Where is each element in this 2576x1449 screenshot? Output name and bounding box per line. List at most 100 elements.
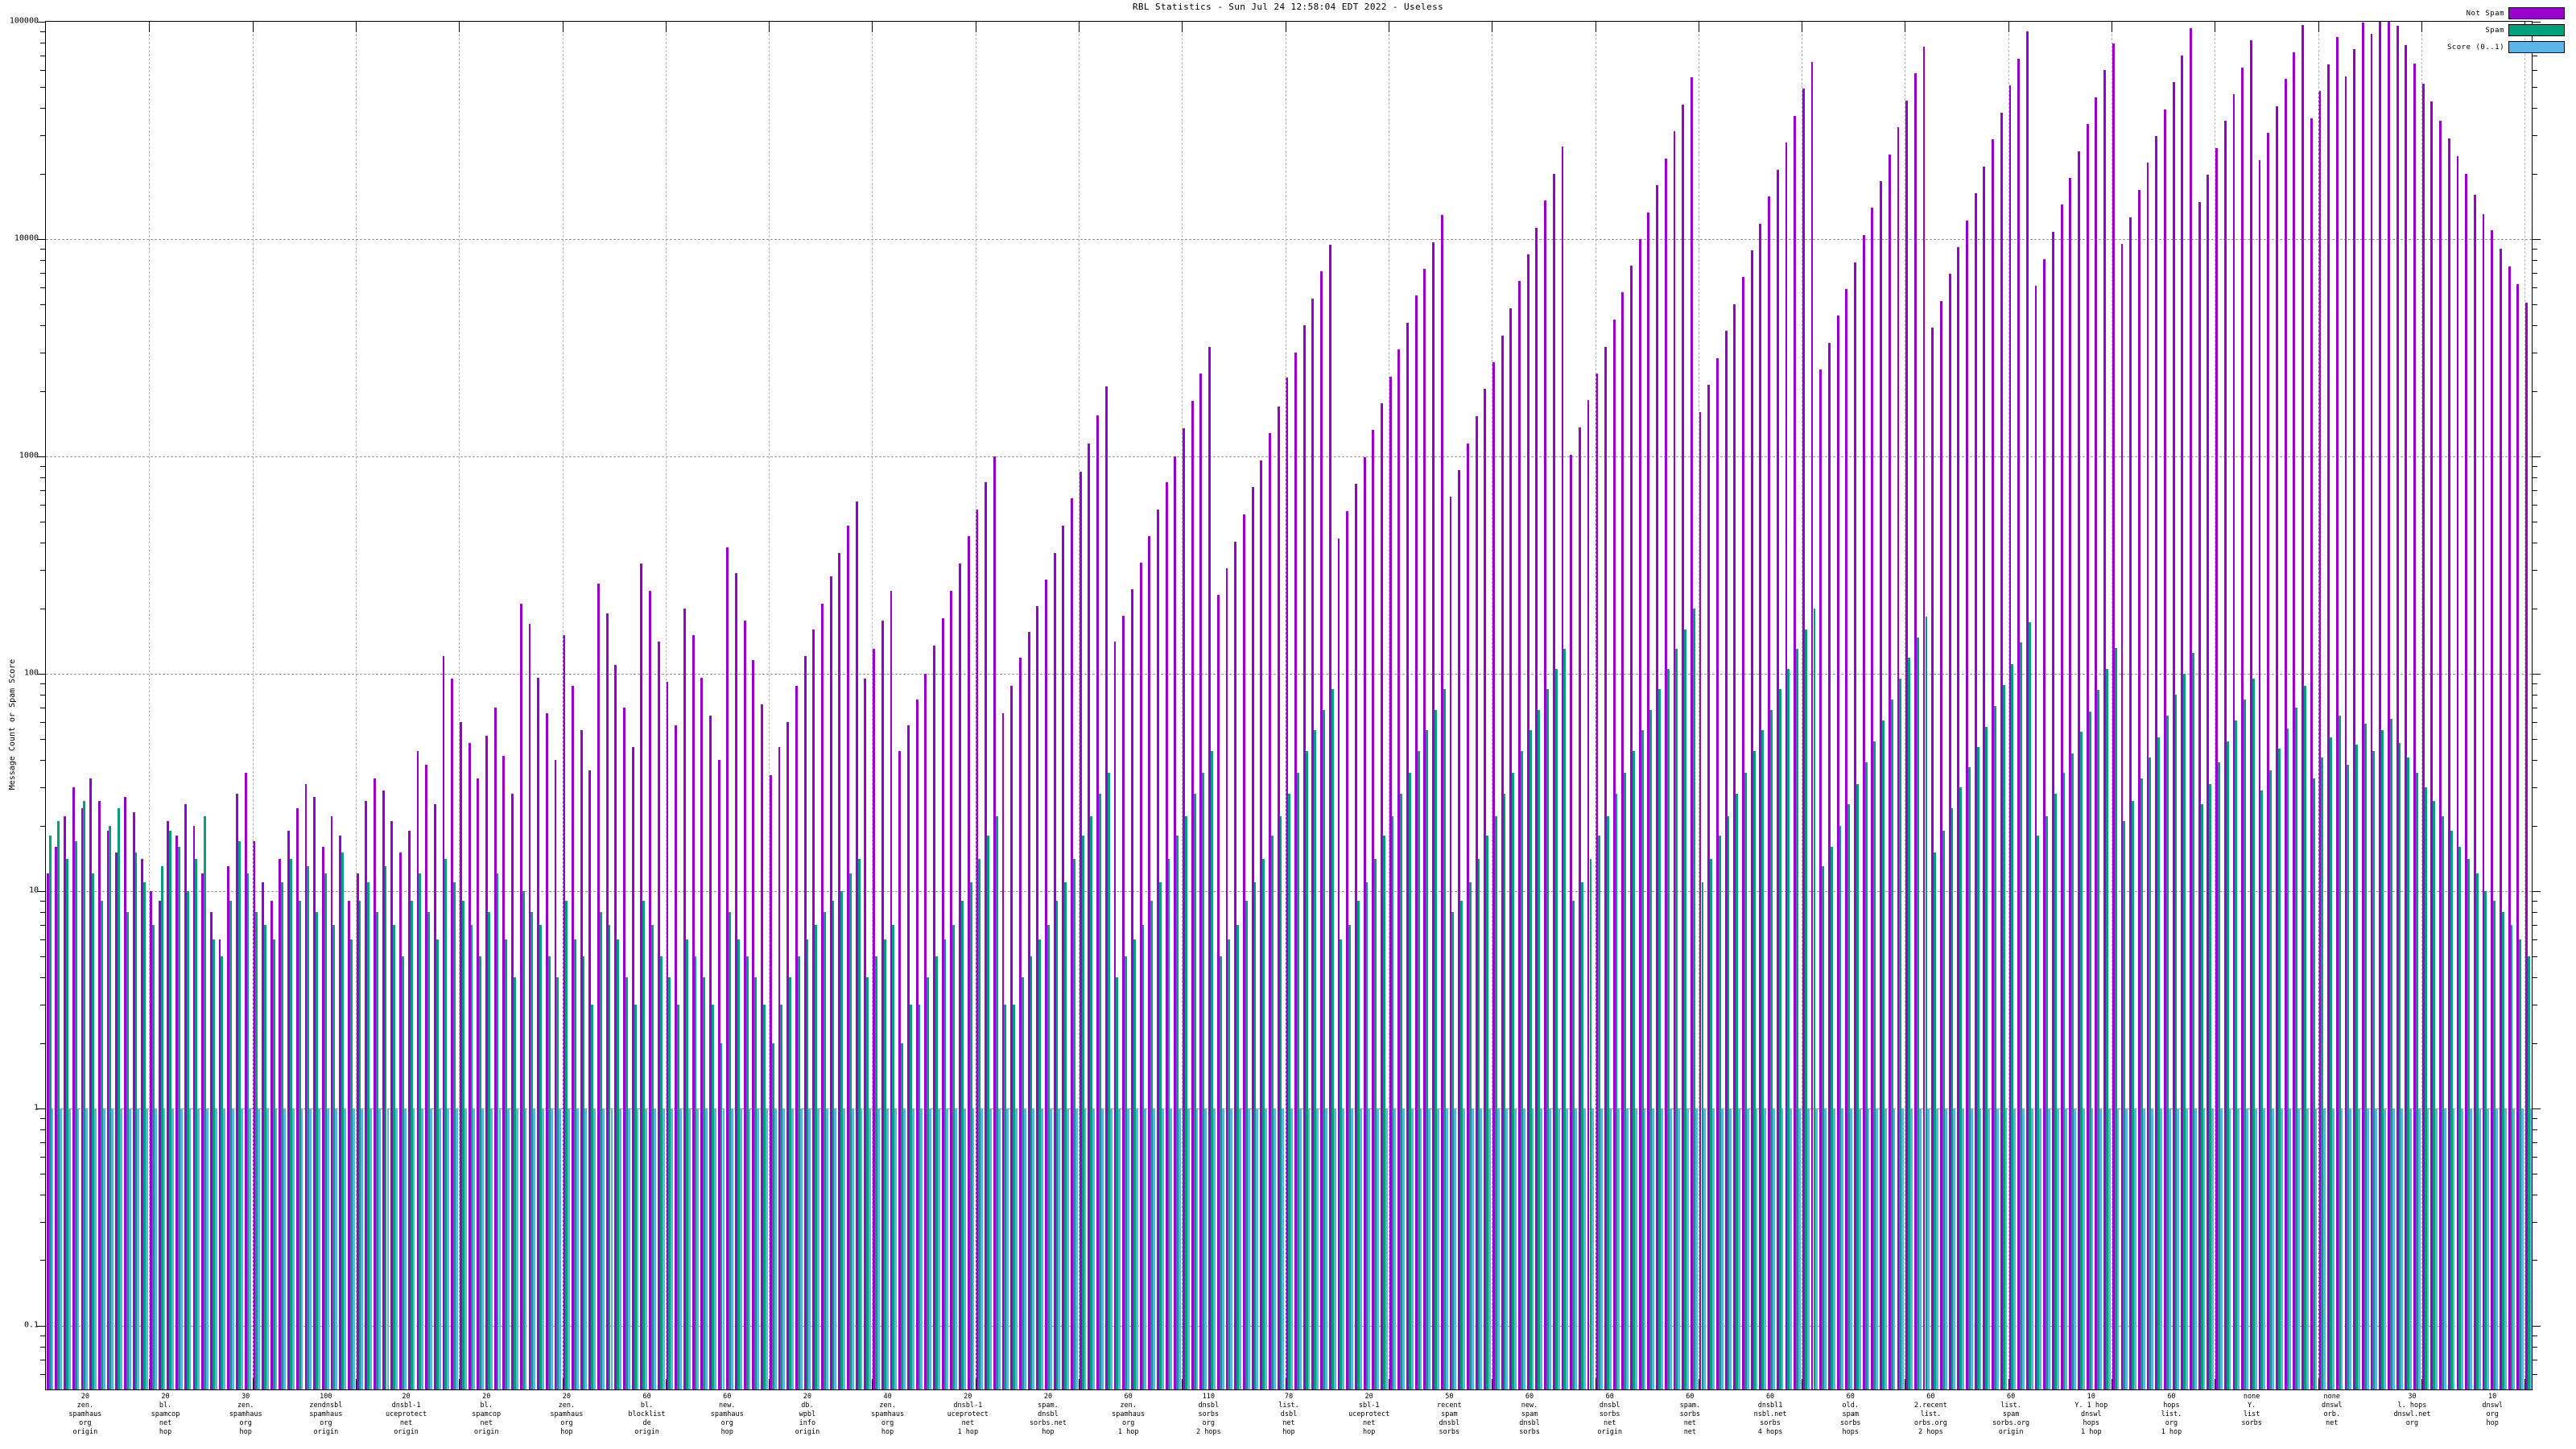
bar-spam bbox=[2235, 720, 2238, 1389]
bar-not-spam bbox=[313, 797, 316, 1389]
bar-score bbox=[1015, 1108, 1018, 1389]
bar-spam bbox=[151, 924, 155, 1389]
bar-score bbox=[1798, 1108, 1801, 1389]
bar-score bbox=[1273, 1108, 1276, 1389]
bar-score bbox=[1790, 1108, 1793, 1389]
bar-not-spam bbox=[485, 735, 488, 1389]
bar-spam bbox=[2519, 939, 2522, 1389]
bar-not-spam bbox=[459, 721, 462, 1389]
bar-not-spam bbox=[1088, 443, 1091, 1389]
bar-score bbox=[1626, 1108, 1629, 1389]
bar-not-spam bbox=[2267, 133, 2270, 1389]
bar-spam bbox=[1184, 816, 1187, 1389]
bar-score bbox=[1858, 1108, 1861, 1389]
bar-not-spam bbox=[192, 825, 196, 1389]
bar-spam bbox=[1167, 859, 1170, 1389]
gridline-vertical bbox=[355, 22, 357, 1389]
bar-not-spam bbox=[993, 456, 996, 1389]
bar-not-spam bbox=[1071, 498, 1073, 1389]
bar-spam bbox=[1400, 794, 1403, 1389]
bar-score bbox=[929, 1108, 931, 1389]
bar-not-spam bbox=[262, 881, 264, 1389]
x-axis-tick bbox=[562, 22, 564, 32]
bar-spam bbox=[2458, 846, 2462, 1389]
bar-score bbox=[1729, 1108, 1732, 1389]
bar-spam bbox=[2062, 772, 2066, 1389]
x-axis-tick bbox=[149, 22, 151, 32]
y-axis-tick bbox=[37, 673, 46, 675]
y-axis-tick bbox=[2532, 1108, 2541, 1109]
bar-not-spam bbox=[1096, 415, 1100, 1389]
bar-score bbox=[464, 1108, 467, 1389]
bar-not-spam bbox=[2327, 64, 2330, 1389]
bar-spam bbox=[694, 956, 697, 1389]
y-axis-minor-tick bbox=[2532, 260, 2537, 262]
bar-not-spam bbox=[304, 784, 308, 1389]
bar-score bbox=[903, 1108, 906, 1389]
bar-score bbox=[610, 1108, 613, 1389]
x-axis-tick bbox=[2008, 1379, 2009, 1389]
bar-not-spam bbox=[1053, 552, 1056, 1389]
bar-spam bbox=[1038, 939, 1042, 1389]
bar-score bbox=[232, 1108, 234, 1389]
bar-score bbox=[1824, 1108, 1827, 1389]
bar-spam bbox=[1391, 816, 1394, 1389]
bar-spam bbox=[2389, 718, 2392, 1389]
bar-spam bbox=[1125, 956, 1127, 1389]
bar-not-spam bbox=[605, 613, 609, 1389]
bar-score bbox=[2289, 1108, 2292, 1389]
bar-not-spam bbox=[1810, 61, 1814, 1389]
bar-score bbox=[473, 1108, 476, 1389]
bar-score bbox=[507, 1108, 510, 1389]
bar-score bbox=[2004, 1108, 2008, 1389]
bar-spam bbox=[840, 890, 844, 1389]
bar-spam bbox=[461, 901, 464, 1389]
bar-spam bbox=[66, 859, 68, 1389]
bar-score bbox=[2349, 1108, 2352, 1389]
bar-score bbox=[429, 1108, 432, 1389]
bar-spam bbox=[1710, 859, 1713, 1389]
y-axis-minor-tick bbox=[40, 466, 46, 468]
bar-spam bbox=[737, 939, 740, 1389]
bar-score bbox=[2211, 1108, 2215, 1389]
bar-spam bbox=[875, 956, 877, 1389]
bar-not-spam bbox=[1381, 403, 1383, 1389]
bar-score bbox=[344, 1108, 346, 1389]
x-axis-tick-label: 20 bl. spamcop net hop bbox=[151, 1393, 180, 1436]
bar-spam bbox=[2218, 762, 2220, 1389]
bar-score bbox=[1377, 1108, 1379, 1389]
bar-spam bbox=[573, 939, 576, 1389]
bar-spam bbox=[969, 881, 972, 1389]
y-axis-minor-tick bbox=[40, 825, 46, 827]
bar-score bbox=[920, 1108, 923, 1389]
y-axis-minor-tick bbox=[2532, 1260, 2537, 1261]
bar-spam bbox=[1503, 794, 1506, 1389]
bar-not-spam bbox=[924, 673, 927, 1389]
chart-legend: Not Spam Spam Score (0..1) bbox=[2412, 5, 2565, 56]
x-axis-tick-label: 60 list. spam sorbs.org origin bbox=[1992, 1393, 2030, 1436]
y-axis-minor-tick bbox=[2532, 173, 2537, 175]
bar-spam bbox=[771, 1042, 774, 1389]
bar-spam bbox=[1064, 881, 1067, 1389]
bar-spam bbox=[1967, 767, 1971, 1389]
bar-score bbox=[1161, 1108, 1164, 1389]
bar-spam bbox=[1374, 859, 1377, 1389]
bar-not-spam bbox=[2146, 163, 2149, 1389]
bar-spam bbox=[1916, 637, 1919, 1389]
bar-spam bbox=[2493, 901, 2496, 1389]
bar-not-spam bbox=[218, 939, 221, 1389]
bar-not-spam bbox=[1320, 271, 1323, 1389]
bar-score bbox=[2056, 1108, 2059, 1389]
bar-not-spam bbox=[1716, 357, 1719, 1389]
bar-spam bbox=[229, 901, 233, 1389]
bar-not-spam bbox=[1372, 430, 1375, 1389]
bar-score bbox=[1109, 1108, 1113, 1389]
bar-score bbox=[1600, 1108, 1603, 1389]
bar-spam bbox=[109, 825, 112, 1389]
bar-score bbox=[1032, 1108, 1035, 1389]
bar-spam bbox=[780, 1004, 783, 1389]
bar-not-spam bbox=[321, 846, 324, 1389]
bar-spam bbox=[1899, 678, 1902, 1389]
bar-spam bbox=[1323, 710, 1325, 1389]
bar-spam bbox=[263, 924, 266, 1389]
